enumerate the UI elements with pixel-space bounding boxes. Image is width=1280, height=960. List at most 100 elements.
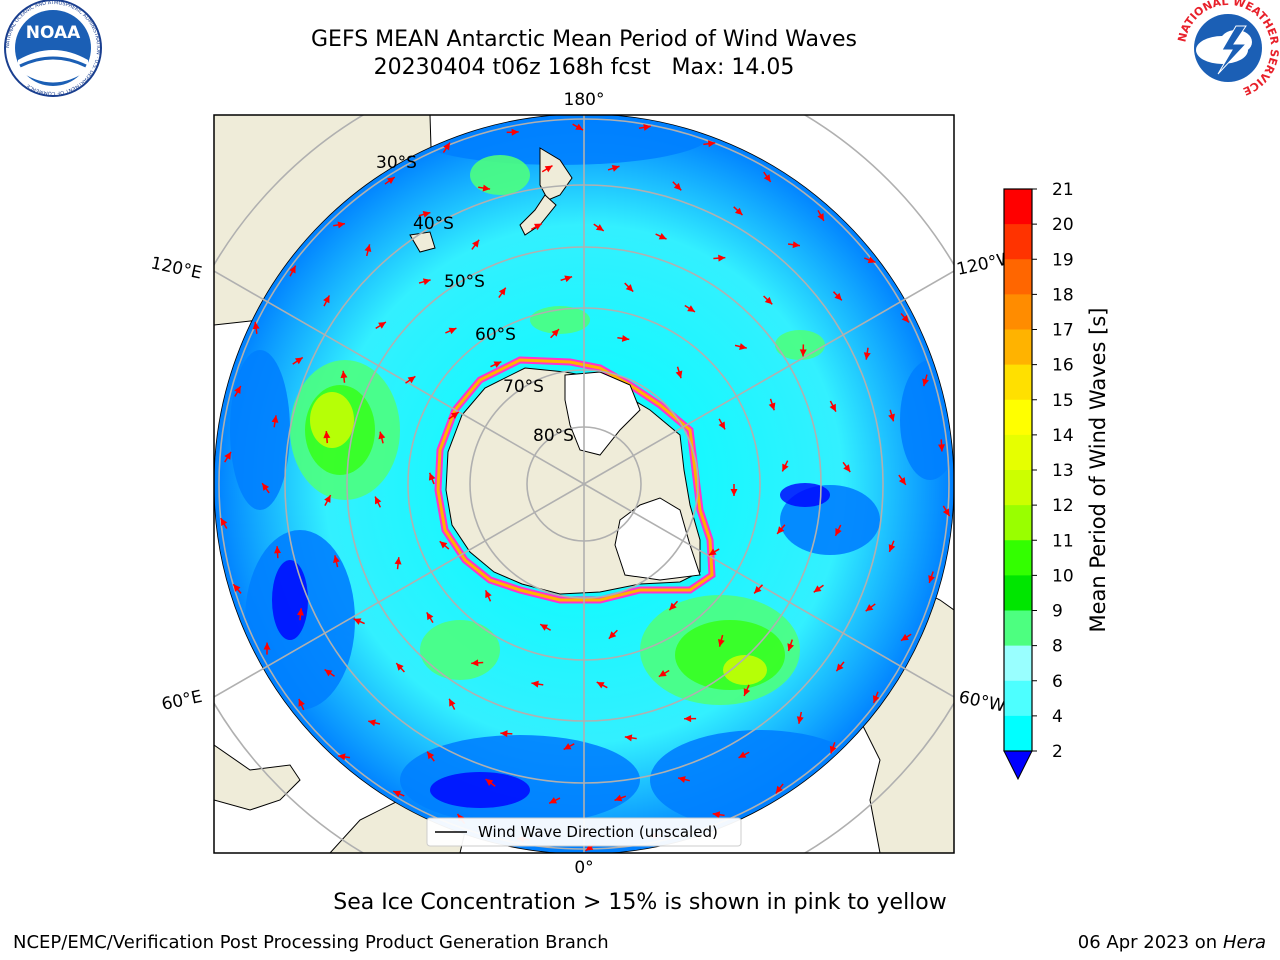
arrow-head [739,343,747,350]
arrow-head [324,495,331,503]
arrow-head [712,811,721,819]
arrow-head [544,165,553,173]
arrow-head [378,431,386,440]
lat-label-60: 60°S [475,325,516,345]
arrow-head [768,402,776,411]
arrow-head [888,544,896,552]
lon-label-180: 180° [564,90,605,110]
arrow-head [296,608,304,616]
arrow-head [843,464,851,472]
arrow-head [386,177,395,185]
arrow-head [485,779,494,787]
wind-wave-arrows [220,123,951,852]
arrow-head [678,776,686,783]
arrow-head [493,361,502,368]
arrow-head [585,843,594,851]
colorbar-tick-label: 2 [1052,742,1063,762]
arrow-head [353,618,362,625]
arrow-head [687,305,695,312]
colorbar-label: Mean Period of Wind Waves [s] [1086,308,1110,633]
arrow-head [448,327,457,335]
arrow-head [596,682,605,689]
arrow-head [942,508,950,517]
arrow-head [625,284,634,292]
colorbar-segment [1004,329,1032,366]
arrow-head [428,472,436,481]
graticule [214,115,954,853]
arrow-head [323,295,330,304]
arrow-head [624,734,633,742]
arrow-head [323,431,331,439]
arrow-head [294,357,303,365]
colorbar-segment [1004,470,1032,506]
arrow-head [901,314,909,323]
arrow-head [669,602,677,611]
colorbar-tick-label: 17 [1052,321,1074,341]
arrow-head [396,663,404,671]
arrow-head [658,670,667,677]
colorbar-segment [1004,680,1032,717]
sea-ice-inner [436,358,714,602]
arrow-head [717,638,725,647]
arrow-head [834,292,842,301]
latitude-labels: 30°S 40°S 50°S 60°S 70°S 80°S [376,153,574,446]
lat-label-80: 80°S [533,426,574,446]
footer-left: NCEP/EMC/Verification Post Processing Pr… [13,932,609,953]
lat-label-30: 30°S [376,153,417,173]
arrow-head [378,322,386,329]
colorbar-segment [1004,715,1032,752]
arrow-head [743,688,751,696]
arrow-head [865,604,874,612]
arrow-head [782,463,789,472]
arrow-head [274,546,282,554]
arrow-head [922,378,929,387]
arrow-head [796,716,804,724]
arrow-head [422,211,431,218]
arrow-head [289,265,296,274]
arrow-head [220,518,228,526]
arrow-head [511,128,519,136]
arrow-head [608,631,617,639]
arrow-head [813,585,822,593]
colorbar-tick-label: 9 [1052,602,1063,622]
arrow-head [754,585,762,594]
colorbar-segment [1004,364,1032,401]
arrow-head [252,321,260,330]
lon-label-60w: 60°W [957,687,1007,716]
arrow-head [673,182,682,191]
chart-title: GEFS MEAN Antarctic Mean Period of Wind … [311,27,857,52]
colorbar-segment [1004,294,1032,330]
arrow-head [471,659,479,667]
arrow-head [777,526,785,534]
colorbar-tick-label: 20 [1052,215,1074,235]
arrow-head [234,386,241,394]
lat-label-40: 40°S [413,214,454,234]
arrow-head [498,287,506,296]
colorbar-tick-label: 8 [1052,637,1063,657]
map-frame [213,114,955,854]
arrow-head [764,296,773,305]
colorbar-segment [1004,575,1032,611]
arrow-head [614,794,623,802]
colorbar-segment [1004,505,1032,541]
colorbar-segment [1004,399,1032,436]
arrow-head [595,224,604,231]
arrow-head [394,557,402,565]
arrow-head [836,663,844,672]
arrow-head [787,643,795,651]
arrow-head [375,496,382,505]
arrow-head [792,241,800,249]
arrow-head [263,642,271,650]
arrow-head [817,213,824,221]
arrow-head [888,413,895,422]
arrow-head [898,477,906,485]
arrow-head [707,140,716,148]
arrow-head [426,612,434,621]
arrow-head [262,483,270,491]
arrow-head [684,715,692,723]
arrow-head [368,719,376,727]
arrow-head [531,680,539,688]
arrow-head [551,329,559,337]
footer-right: 06 Apr 2023 on Hera [1078,932,1266,953]
arrow-head [449,698,456,707]
